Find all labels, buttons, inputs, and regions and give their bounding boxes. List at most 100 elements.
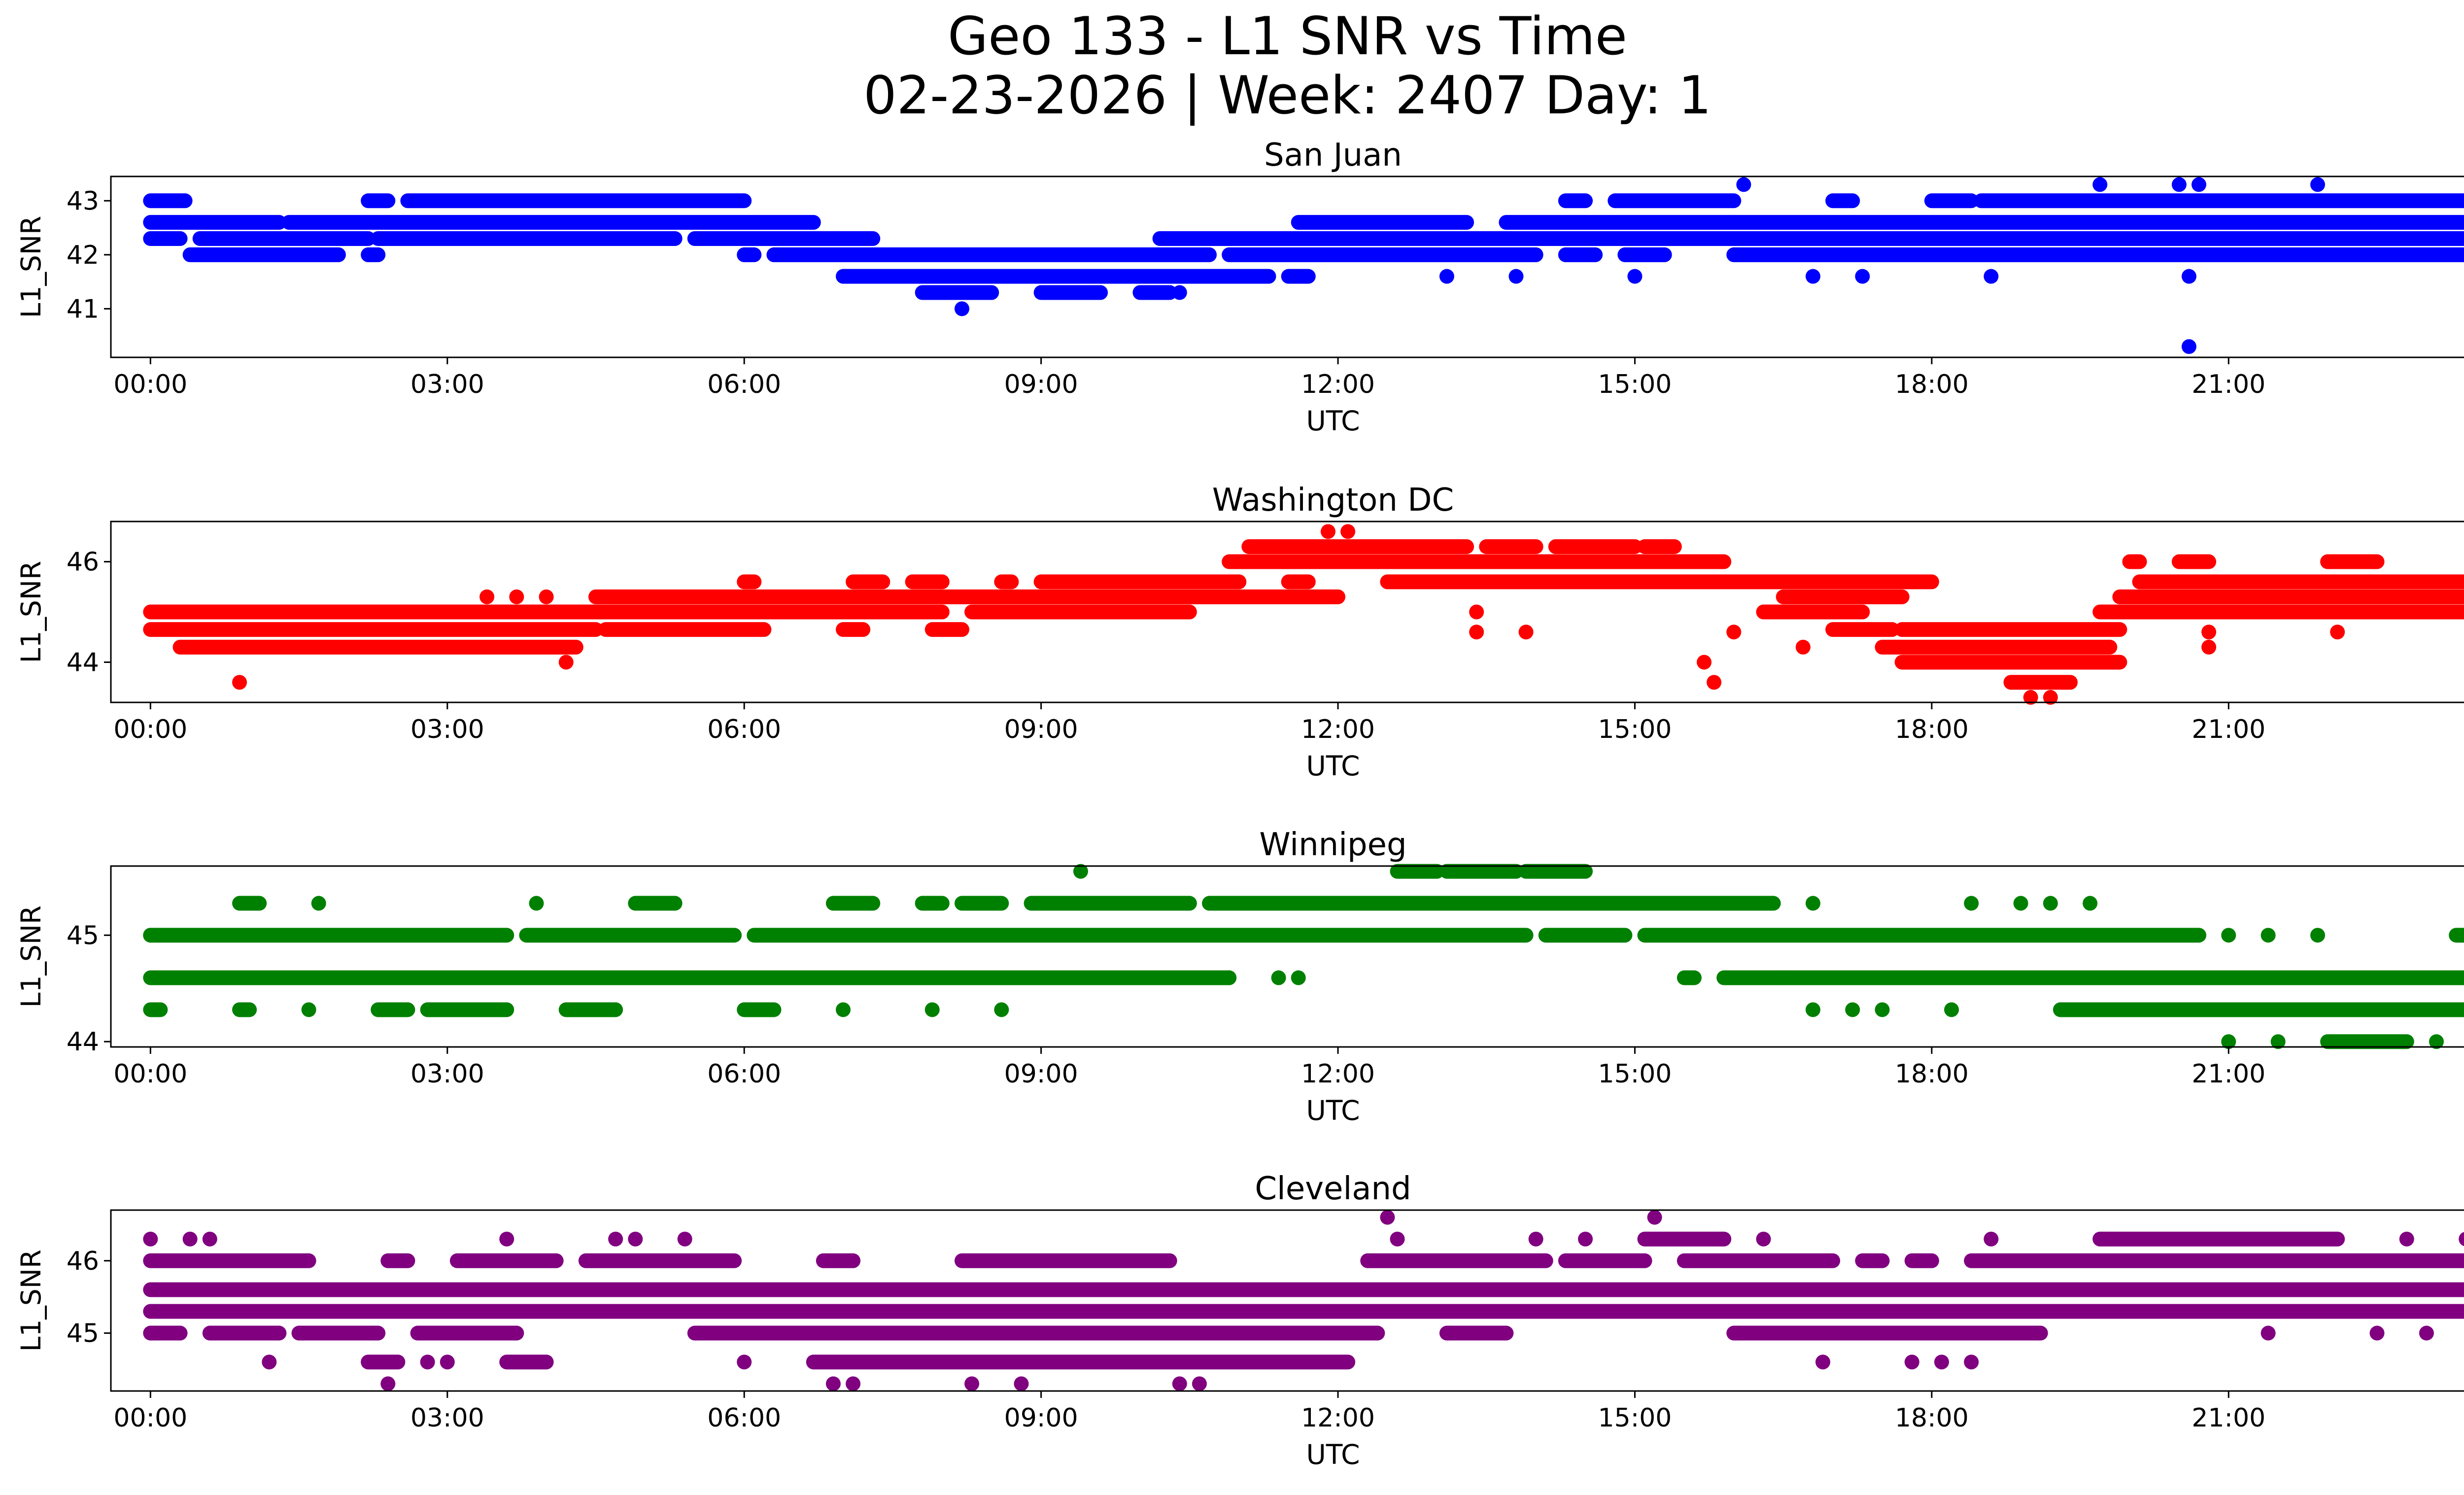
data-point (1340, 524, 1356, 539)
y-axis-label: L1_SNR (15, 561, 47, 663)
data-point (143, 1231, 158, 1247)
data-band (1479, 539, 1543, 554)
data-band (380, 1253, 415, 1268)
data-point (311, 896, 326, 911)
y-tick-label: 41 (67, 294, 99, 324)
data-point (964, 1376, 980, 1391)
data-point (558, 655, 574, 670)
data-band (1439, 1325, 1514, 1341)
data-point (1984, 1231, 1999, 1247)
panel-title: Cleveland (1255, 1171, 1411, 1207)
data-band (687, 1325, 1385, 1341)
data-point (825, 1376, 841, 1391)
data-band (1281, 574, 1316, 590)
data-band (825, 896, 881, 911)
panel-title: Winnipeg (1259, 827, 1406, 863)
data-point (1984, 269, 1999, 284)
figure-title: Geo 133 - L1 SNR vs Time 02-23-2026 | We… (0, 7, 2464, 125)
data-band (143, 1282, 2464, 1297)
data-point (2083, 896, 2098, 911)
data-band (1033, 285, 1108, 300)
data-band (964, 604, 1197, 620)
data-point (2429, 1034, 2444, 1049)
data-band (232, 1002, 257, 1017)
data-point (499, 1231, 514, 1247)
data-band (499, 1355, 554, 1370)
data-point (1508, 269, 1524, 284)
x-tick-label: 15:00 (1598, 715, 1672, 744)
data-point (1320, 524, 1335, 539)
data-point (1469, 604, 1484, 620)
data-point (1073, 864, 1088, 879)
y-axis-label: L1_SNR (15, 905, 47, 1008)
x-tick-label: 03:00 (411, 370, 484, 399)
data-band (1756, 604, 1870, 620)
x-tick-label: 18:00 (1895, 715, 1969, 744)
data-band (1558, 1253, 1652, 1268)
data-point (2310, 928, 2326, 943)
plot-frame (110, 521, 2464, 703)
data-point (1776, 970, 1791, 985)
data-band (1608, 193, 1742, 209)
x-tick-label: 12:00 (1301, 370, 1375, 399)
data-band (143, 1304, 2464, 1319)
data-band (558, 1002, 623, 1017)
x-tick-label: 03:00 (411, 715, 484, 744)
y-tick-label: 44 (67, 1027, 99, 1057)
data-band (361, 247, 386, 262)
data-band (1024, 896, 1197, 911)
data-band (1894, 655, 2127, 670)
x-tick-label: 06:00 (707, 715, 781, 744)
figure-title-line2: 02-23-2026 | Week: 2407 Day: 1 (863, 65, 1711, 126)
panel-title: Washington DC (1212, 482, 1454, 519)
x-tick-label: 21:00 (2191, 370, 2265, 399)
data-point (2013, 896, 2028, 911)
data-band (1518, 864, 1593, 879)
data-band (371, 231, 683, 246)
data-band (371, 1002, 415, 1017)
data-band (519, 928, 742, 943)
data-band (835, 622, 871, 637)
x-axis-label: UTC (1306, 1439, 1360, 1470)
x-tick-label: 12:00 (1301, 1403, 1375, 1433)
x-tick-label: 03:00 (411, 1059, 484, 1089)
data-band (2053, 1002, 2464, 1017)
data-band (1875, 639, 2118, 655)
panel-cleveland: Cleveland 00:00 03:00 06:00 09:00 12:00 15:00 1… (15, 1171, 2464, 1470)
data-point (1291, 970, 1306, 985)
data-point (2191, 177, 2207, 192)
data-point (1518, 625, 1534, 640)
data-point (2182, 339, 2197, 354)
plot-frame (110, 175, 2464, 358)
data-band (143, 231, 188, 246)
data-point (2270, 1034, 2286, 1049)
data-band (202, 1325, 287, 1341)
data-point (2399, 1231, 2414, 1247)
data-point (1380, 1210, 1395, 1225)
y-tick-label: 46 (67, 548, 99, 577)
data-point (1707, 675, 1722, 690)
data-point (1726, 625, 1742, 640)
data-band (915, 285, 999, 300)
data-point (737, 1355, 752, 1370)
data-band (1152, 231, 2464, 246)
data-point (2201, 639, 2217, 655)
y-tick-label: 43 (67, 186, 99, 216)
data-band (1637, 928, 2207, 943)
data-band (1380, 574, 1939, 590)
data-point (1904, 1355, 1919, 1370)
data-band (143, 604, 950, 620)
data-band (1924, 193, 1979, 209)
data-point (1172, 1376, 1187, 1391)
data-point (1528, 1231, 1543, 1247)
x-tick-label: 18:00 (1895, 1059, 1969, 1089)
data-band (1964, 1253, 2464, 1268)
data-band (905, 574, 950, 590)
data-band (1538, 928, 1633, 943)
figure-title-line1: Geo 133 - L1 SNR vs Time (947, 6, 1628, 67)
data-band (1617, 247, 1672, 262)
x-tick-label: 09:00 (1004, 1403, 1078, 1433)
data-band (172, 639, 583, 655)
data-point (232, 675, 247, 690)
data-point (509, 589, 524, 604)
